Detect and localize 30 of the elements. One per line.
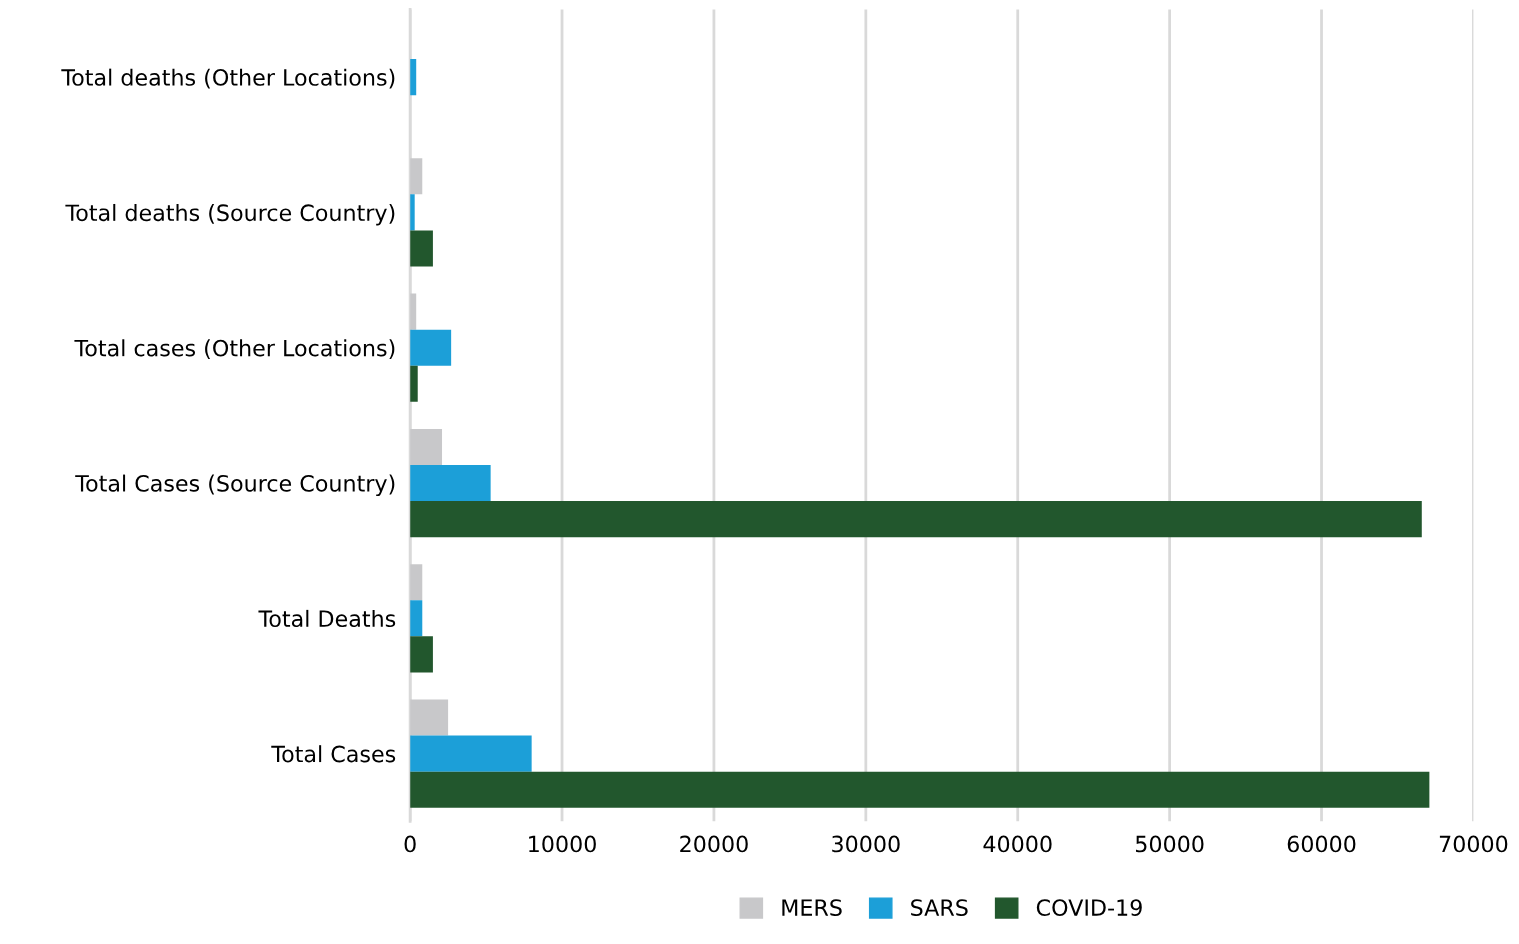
y-tick-label: Total Cases (Source Country) bbox=[75, 474, 395, 497]
y-tick-label: Total deaths (Source Country) bbox=[65, 203, 395, 226]
bar bbox=[410, 329, 452, 366]
bar bbox=[410, 230, 433, 267]
x-tick-label: 30000 bbox=[832, 835, 900, 853]
legend-label: COVID-19 bbox=[1036, 899, 1142, 916]
bar bbox=[410, 501, 1422, 538]
y-tick-label: Total Deaths bbox=[258, 609, 396, 628]
bar bbox=[410, 564, 423, 601]
x-tick-label: 40000 bbox=[983, 835, 1052, 853]
bar bbox=[410, 636, 433, 673]
y-tick-label: Total Cases bbox=[271, 745, 396, 763]
bar bbox=[410, 158, 423, 195]
x-tick-label: 70000 bbox=[1439, 835, 1508, 853]
bar bbox=[410, 735, 532, 772]
bar bbox=[410, 699, 449, 736]
y-tick-label: Total deaths (Other Locations) bbox=[61, 68, 395, 89]
x-tick-label: 50000 bbox=[1136, 835, 1204, 853]
x-tick-label: 0 bbox=[404, 835, 416, 853]
bar bbox=[410, 600, 423, 637]
x-tick-label: 60000 bbox=[1287, 835, 1356, 853]
bar bbox=[410, 365, 418, 402]
x-tick-label: 10000 bbox=[529, 835, 596, 853]
x-tick-label: 20000 bbox=[680, 835, 748, 853]
bar bbox=[410, 464, 491, 502]
y-tick-label: Total cases (Other Locations) bbox=[74, 339, 395, 360]
bar bbox=[410, 428, 443, 465]
legend-label: MERS bbox=[782, 899, 842, 916]
legend-label: SARS bbox=[911, 899, 968, 916]
bar bbox=[410, 771, 1430, 808]
